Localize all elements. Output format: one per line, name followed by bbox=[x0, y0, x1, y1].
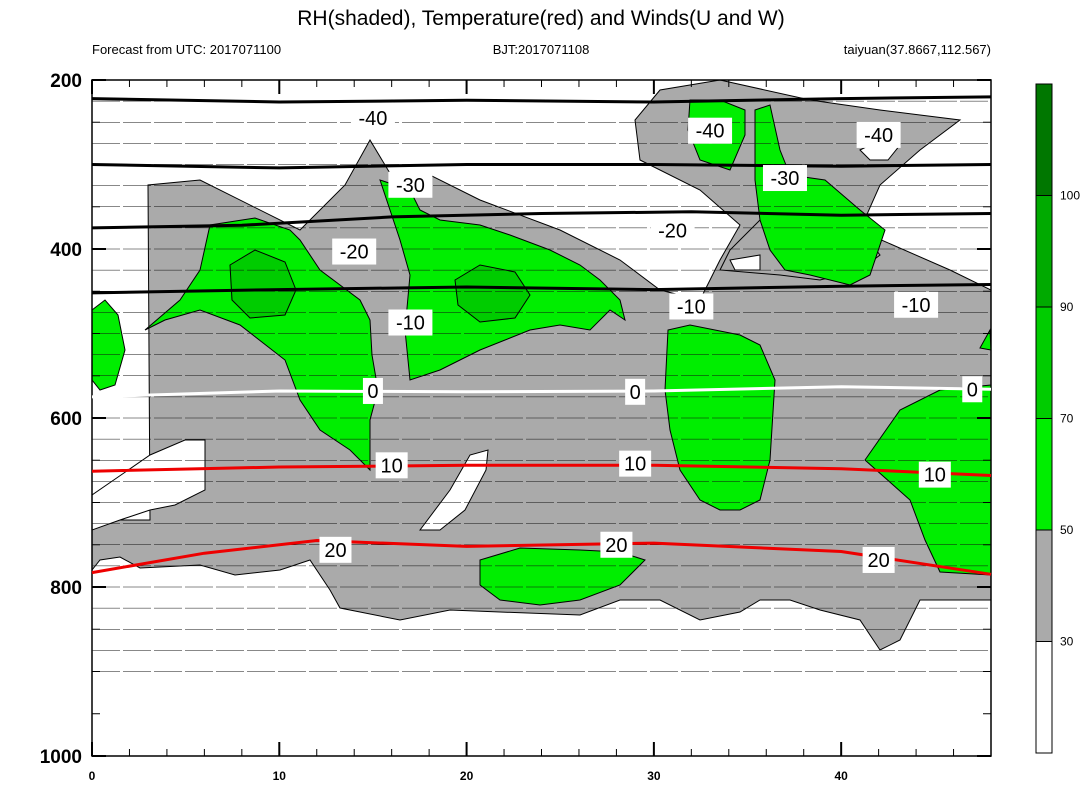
colorbar-label: 30 bbox=[1060, 635, 1074, 649]
bjt-label: BJT:2017071108 bbox=[493, 42, 590, 57]
temperature-contour bbox=[91, 95, 992, 104]
colorbar-label: 100 bbox=[1060, 189, 1080, 203]
colorbar: 100 90 70 50 30 bbox=[1035, 83, 1080, 754]
rh-green-region bbox=[754, 104, 886, 286]
y-tick-label: 800 bbox=[50, 578, 82, 599]
temperature-contour bbox=[91, 538, 992, 576]
contour-label-box bbox=[350, 105, 395, 132]
contour-label-box bbox=[918, 461, 951, 488]
rh-darkgreen-core bbox=[229, 249, 297, 319]
contour-label: -10 bbox=[396, 313, 425, 335]
contour-label-box bbox=[962, 376, 983, 403]
y-tick-label: 1000 bbox=[40, 747, 82, 768]
contour-label: 0 bbox=[967, 379, 978, 401]
colorbar-segment bbox=[1035, 83, 1053, 196]
chart-title: RH(shaded), Temperature(red) and Winds(U… bbox=[297, 7, 784, 30]
contour-label-box bbox=[862, 546, 895, 573]
contour-label-box bbox=[600, 531, 633, 558]
y-tick-label: 600 bbox=[50, 409, 82, 430]
contour-label-box bbox=[688, 117, 733, 144]
contour-label-box bbox=[894, 291, 939, 318]
rh-green-region bbox=[664, 324, 776, 511]
forecast-label: Forecast from UTC: 2017071100 bbox=[92, 42, 281, 57]
rh-green-region bbox=[144, 217, 379, 472]
contour-label-box bbox=[388, 309, 433, 336]
contour-label-box bbox=[319, 536, 352, 563]
temperature-contour bbox=[91, 463, 992, 477]
temperature-contour bbox=[91, 283, 992, 295]
rh-green-region bbox=[92, 299, 126, 391]
contour-label: -40 bbox=[358, 108, 387, 130]
contour-label-box bbox=[332, 238, 377, 265]
y-tick-label: 400 bbox=[50, 240, 82, 261]
x-tick-label: 30 bbox=[647, 769, 661, 783]
colorbar-segment bbox=[1035, 641, 1053, 754]
contour-label: 20 bbox=[605, 535, 627, 557]
rh-green-region bbox=[479, 547, 646, 606]
contour-label-box bbox=[856, 121, 901, 148]
contour-label-box bbox=[762, 165, 807, 192]
contour-label-box bbox=[619, 450, 652, 477]
temperature-contour bbox=[91, 163, 992, 170]
contour-label: -40 bbox=[864, 125, 893, 147]
contour-label: -30 bbox=[771, 168, 800, 190]
contour-label-box bbox=[669, 293, 714, 320]
x-tick-label: 40 bbox=[834, 769, 848, 783]
wind-grid-lines bbox=[92, 100, 991, 672]
x-tick-label: 10 bbox=[273, 769, 287, 783]
colorbar-label: 90 bbox=[1060, 300, 1074, 314]
colorbar-label: 70 bbox=[1060, 412, 1074, 426]
temperature-contour bbox=[91, 210, 992, 230]
contour-label: 0 bbox=[630, 382, 641, 404]
contour-label: 10 bbox=[624, 454, 646, 476]
temperature-contours bbox=[91, 95, 992, 576]
contour-label: -20 bbox=[658, 220, 687, 242]
contour-label: 0 bbox=[367, 381, 378, 403]
station-label: taiyuan(37.8667,112.567) bbox=[844, 42, 991, 57]
colorbar-label: 50 bbox=[1060, 523, 1074, 537]
contour-label: 20 bbox=[868, 550, 890, 572]
colorbar-segment bbox=[1035, 529, 1053, 642]
contour-label-box bbox=[362, 377, 383, 404]
colorbar-segment bbox=[1035, 195, 1053, 308]
contour-label: 10 bbox=[381, 455, 403, 477]
temperature-contour bbox=[91, 385, 992, 399]
colorbar-segment bbox=[1035, 418, 1053, 531]
contour-label: -10 bbox=[677, 296, 706, 318]
rh-white-pocket bbox=[92, 439, 206, 531]
contour-label: 20 bbox=[324, 540, 346, 562]
contour-label-box bbox=[650, 217, 695, 244]
contour-label-box bbox=[375, 452, 408, 479]
x-tick-label: 0 bbox=[89, 769, 96, 783]
rh-darkgreen-core bbox=[454, 264, 531, 323]
contour-label: 10 bbox=[924, 465, 946, 487]
contour-label-box bbox=[388, 171, 433, 198]
x-tick-label: 20 bbox=[460, 769, 474, 783]
y-tick-label: 200 bbox=[50, 71, 82, 92]
contour-label: -30 bbox=[396, 175, 425, 197]
contour-label-box bbox=[625, 378, 646, 405]
contour-label: -20 bbox=[340, 242, 369, 264]
contour-label: -40 bbox=[696, 121, 725, 143]
contour-labels: -40 -40 -40 -30 -30 -20 -20 -10 -10 -10 0 0 0 10 10 10 2… bbox=[319, 105, 983, 573]
contour-label: -10 bbox=[902, 295, 931, 317]
colorbar-segment bbox=[1035, 306, 1053, 419]
